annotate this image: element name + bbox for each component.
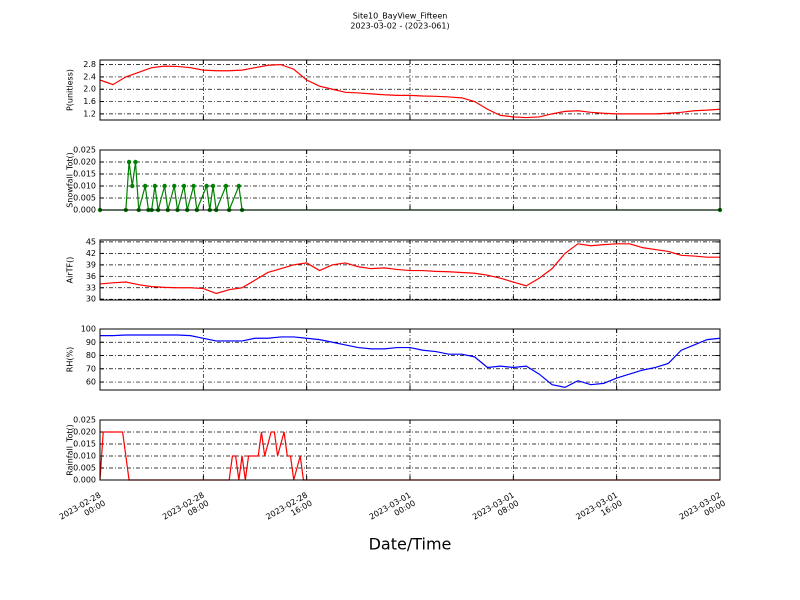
plot-frame [99, 239, 721, 301]
y-tick-label: 0.000 [73, 206, 96, 215]
y-tick-label: 30 [86, 295, 96, 304]
y-tick-label: 0.000 [73, 476, 96, 485]
data-point [191, 183, 196, 189]
y-axis-label: AirTF() [66, 257, 75, 284]
data-point [143, 183, 148, 189]
data-point [152, 183, 158, 189]
plot-frame [99, 59, 721, 121]
data-point [204, 183, 209, 189]
y-tick-label: 0.025 [73, 146, 96, 155]
y-tick-label: 100 [81, 325, 96, 334]
plot-frame [99, 419, 721, 481]
y-tick-label: 33 [86, 283, 96, 292]
y-tick-label: 36 [86, 272, 96, 281]
y-tick-label: 60 [86, 378, 96, 387]
y-tick-label: 0.020 [73, 428, 96, 437]
plot-frame [99, 149, 721, 211]
y-axis-label: RH(%) [66, 347, 75, 372]
y-tick-label: 0.005 [73, 194, 96, 203]
data-point [223, 183, 229, 189]
y-tick-label: 1.2 [83, 109, 96, 118]
data-point [236, 183, 242, 189]
y-tick-label: 0.010 [73, 452, 96, 461]
y-axis-label: P(unitless) [66, 69, 75, 111]
data-point [126, 159, 132, 165]
y-tick-label: 2.0 [83, 85, 96, 94]
y-tick-label: 45 [86, 237, 96, 246]
y-tick-label: 0.015 [73, 170, 96, 179]
y-axis-label: Snowfall_Tot() [66, 152, 75, 208]
y-tick-label: 0.010 [73, 182, 96, 191]
data-line [100, 161, 720, 213]
data-point [162, 183, 167, 189]
y-tick-label: 80 [86, 351, 96, 360]
y-tick-label: 2.8 [83, 60, 96, 69]
data-line [99, 64, 721, 119]
y-axis-label: Rainfall_Tot() [66, 424, 75, 476]
y-tick-label: 1.6 [83, 97, 96, 106]
y-tick-label: 0.020 [73, 158, 96, 167]
y-tick-label: 70 [86, 364, 96, 373]
plot-frame [99, 328, 721, 391]
y-tick-label: 90 [86, 338, 96, 347]
data-point [133, 159, 138, 165]
x-axis-label: Date/Time [369, 535, 452, 554]
chart-subtitle: 2023-03-02 - (2023-061) [350, 22, 449, 31]
y-tick-label: 2.4 [83, 72, 96, 81]
chart-title: Site10_BayView_Fifteen [353, 12, 448, 21]
data-point [181, 183, 187, 189]
data-line [99, 243, 720, 295]
y-tick-label: 0.005 [73, 464, 96, 473]
y-tick-label: 39 [86, 260, 96, 269]
y-tick-label: 42 [86, 249, 96, 258]
data-point [172, 183, 177, 189]
data-point [210, 183, 216, 189]
y-tick-label: 0.015 [73, 440, 96, 449]
y-tick-label: 0.025 [73, 416, 96, 425]
data-line [100, 334, 721, 388]
data-point [130, 183, 135, 189]
